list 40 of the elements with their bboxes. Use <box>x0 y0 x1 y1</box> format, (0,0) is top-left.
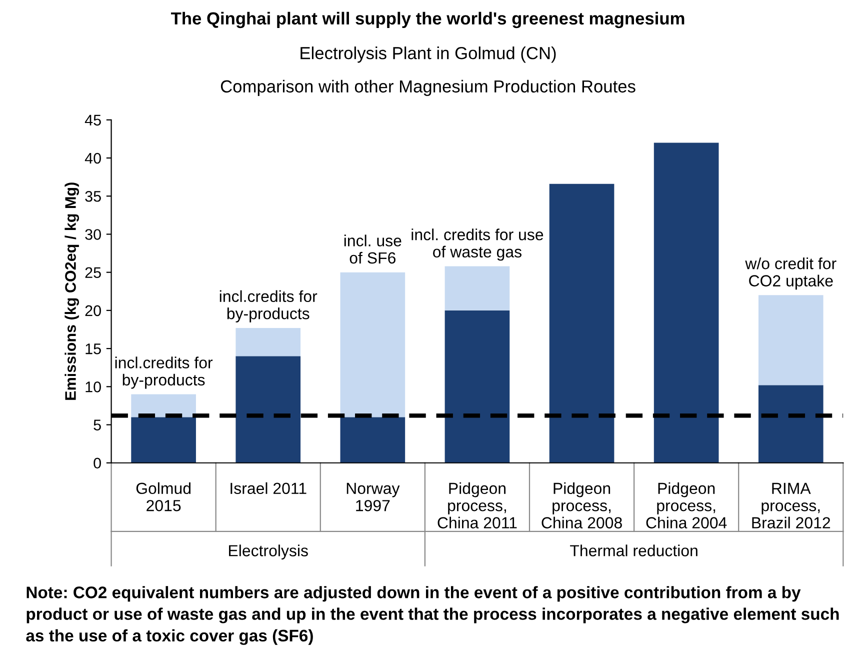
bar <box>444 266 510 310</box>
x-tick-label: Pidgeon process, China 2011 <box>438 482 517 528</box>
x-tick-label: Pidgeon process, China 2004 <box>646 482 727 528</box>
bar <box>340 272 406 418</box>
annotation: incl.credits for by-products <box>220 290 318 322</box>
text: Electrolysis <box>229 544 308 560</box>
annotation: w/o credit for CO2 uptake <box>745 258 836 290</box>
chart-title: The Qinghai plant will supply the world's greenest magnesium <box>170 12 684 28</box>
y-tick-label: 25 <box>85 267 101 278</box>
annotation: incl.credits for by-products <box>115 356 213 389</box>
y-tick-label: 40 <box>84 152 101 164</box>
bar <box>131 394 196 418</box>
bar <box>654 142 719 463</box>
y-tick-label: 20 <box>85 305 101 316</box>
y-tick-label: 45 <box>84 114 101 126</box>
x-tick-label: Golmud 2015 <box>136 482 190 512</box>
x-tick-label: Pidgeon process, China 2008 <box>542 482 622 528</box>
y-tick-label: 0 <box>94 458 101 469</box>
bar <box>758 295 824 386</box>
annotation: incl. credits for use of waste gas <box>412 228 544 261</box>
bar <box>236 356 301 463</box>
y-tick-label: 10 <box>86 382 101 392</box>
x-tick-label: RIMA process, Brazil 2012 <box>752 482 830 528</box>
chart-subtitle: Electrolysis Plant in Golmud (CN) Comparison with other Magnesium Production Routes <box>220 46 636 96</box>
bar <box>340 417 406 463</box>
text: Note: CO2 equivalent numbers are adjusted down in the event of a positive contribution from a by product or use of waste gas and up in the event that the process incorporates a negative element such as the use of a toxic cover gas (SF6) <box>26 586 839 645</box>
text: Thermal reduction <box>570 544 698 556</box>
bar <box>131 417 196 463</box>
y-tick-label: 30 <box>85 229 101 240</box>
bar <box>549 184 614 463</box>
y-tick-label: 35 <box>85 190 101 202</box>
y-tick-label: 5 <box>94 420 101 430</box>
x-tick-label: Israel 2011 <box>230 482 306 494</box>
x-tick-label: Norway 1997 <box>346 482 400 512</box>
y-axis-title: Emissions (kg CO2eq / kg Mg) <box>64 182 80 400</box>
y-tick-label: 15 <box>86 344 101 354</box>
bar <box>758 385 824 463</box>
annotation: incl. use of SF6 <box>344 234 402 264</box>
bar <box>236 328 301 356</box>
bar <box>444 310 510 463</box>
